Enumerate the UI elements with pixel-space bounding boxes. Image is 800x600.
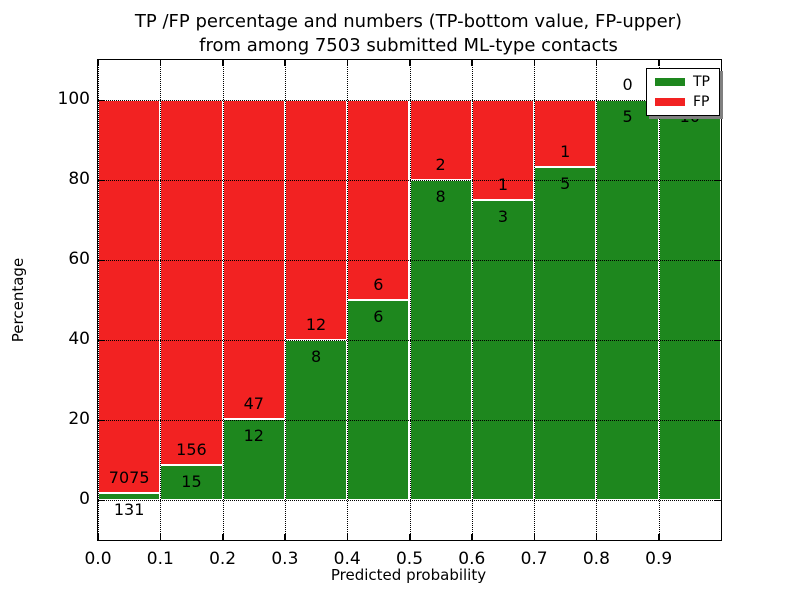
y-axis-label: Percentage bbox=[9, 257, 27, 343]
x-tick-label: 0.0 bbox=[84, 549, 112, 569]
x-tick-label: 0.1 bbox=[146, 549, 174, 569]
x-tick-mark bbox=[595, 534, 598, 540]
x-axis-label: Predicted probability bbox=[330, 566, 487, 584]
y-tick-mark bbox=[715, 339, 721, 341]
bar-tp-segment bbox=[98, 492, 161, 500]
chart-title-line1: TP /FP percentage and numbers (TP-bottom… bbox=[134, 11, 683, 32]
y-tick-mark bbox=[98, 179, 104, 181]
x-tick-mark bbox=[471, 534, 473, 540]
x-tick-mark bbox=[222, 60, 224, 66]
x-tick-mark bbox=[97, 534, 99, 540]
x-tick-label: 0.5 bbox=[395, 549, 424, 569]
y-tick-mark bbox=[715, 179, 721, 181]
x-gridline bbox=[658, 60, 660, 540]
x-gridline bbox=[596, 60, 598, 540]
x-tick-mark bbox=[409, 60, 411, 66]
y-tick-mark bbox=[98, 499, 104, 501]
bar-tp-segment bbox=[658, 100, 721, 500]
bar-fp-segment bbox=[471, 100, 535, 200]
chart-title: TP /FP percentage and numbers (TP-bottom… bbox=[97, 10, 720, 59]
x-tick-label: 0.9 bbox=[645, 549, 673, 569]
x-gridline bbox=[222, 60, 224, 540]
x-tick-mark bbox=[346, 60, 349, 66]
bar-tp-segment bbox=[347, 300, 410, 500]
y-tick-mark bbox=[715, 499, 721, 501]
bar-tp-segment bbox=[471, 200, 535, 500]
x-tick-label: 0.7 bbox=[520, 549, 548, 569]
y-tick-label: 100 bbox=[57, 89, 90, 109]
x-gridline bbox=[534, 60, 536, 540]
x-tick-mark bbox=[97, 60, 99, 66]
bar-fp-segment bbox=[160, 100, 223, 465]
x-tick-label: 0.6 bbox=[458, 549, 486, 569]
legend-swatch-fp bbox=[655, 98, 685, 106]
y-tick-mark bbox=[715, 419, 721, 421]
legend-label: FP bbox=[693, 94, 710, 110]
y-tick-label: 20 bbox=[68, 409, 90, 429]
y-tick-label: 60 bbox=[68, 249, 90, 269]
y-tick-mark bbox=[98, 339, 104, 341]
x-tick-mark bbox=[284, 534, 286, 540]
y-tick-mark bbox=[715, 259, 721, 261]
y-tick-label: 0 bbox=[79, 489, 90, 509]
x-tick-mark bbox=[159, 534, 162, 540]
legend-item: TP bbox=[655, 75, 710, 89]
x-tick-mark bbox=[409, 534, 411, 540]
y-tick-mark bbox=[98, 259, 104, 261]
bar-tp-segment bbox=[534, 166, 597, 500]
x-gridline bbox=[284, 60, 286, 540]
chart-title-line2: from among 7503 submitted ML-type contac… bbox=[199, 35, 618, 57]
x-tick-label: 0.3 bbox=[271, 549, 299, 569]
x-tick-label: 0.8 bbox=[582, 549, 610, 569]
bar-tp-segment bbox=[222, 418, 285, 500]
x-tick-mark bbox=[471, 60, 473, 66]
legend: TP FP bbox=[646, 68, 720, 116]
x-tick-mark bbox=[533, 534, 536, 540]
legend-swatch-tp bbox=[655, 78, 685, 86]
tp-count-label: 131 bbox=[113, 500, 145, 519]
bar-tp-segment bbox=[160, 464, 223, 500]
bar-fp-segment bbox=[98, 100, 161, 493]
plot-area: 7075 131 156 15 47 12 12 8 6 6 2 8 1 3 1 5 0 5 10 0 20 40 60 80… bbox=[58, 59, 722, 569]
x-tick-mark bbox=[533, 60, 536, 66]
x-gridline bbox=[98, 60, 99, 540]
x-tick-label: 0.2 bbox=[209, 549, 237, 569]
x-gridline bbox=[471, 60, 473, 540]
y-tick-mark bbox=[98, 419, 104, 421]
x-tick-label: 0.4 bbox=[333, 549, 361, 569]
bar-fp-segment bbox=[284, 100, 348, 340]
x-tick-mark bbox=[159, 60, 162, 66]
bar-tp-segment bbox=[596, 100, 659, 500]
bar-fp-segment bbox=[347, 100, 410, 300]
legend-label: TP bbox=[693, 74, 710, 90]
x-gridline bbox=[409, 60, 411, 540]
x-tick-mark bbox=[595, 60, 598, 66]
x-tick-mark bbox=[658, 60, 660, 66]
y-tick-mark bbox=[98, 99, 104, 101]
x-tick-mark bbox=[222, 534, 224, 540]
y-tick-label: 40 bbox=[68, 329, 90, 349]
y-tick-label: 80 bbox=[68, 169, 90, 189]
bar-fp-segment bbox=[409, 100, 472, 180]
legend-item: FP bbox=[655, 95, 710, 109]
x-tick-mark bbox=[346, 534, 349, 540]
x-tick-mark bbox=[658, 534, 660, 540]
x-tick-mark bbox=[284, 60, 286, 66]
x-gridline bbox=[160, 60, 162, 540]
x-gridline bbox=[347, 60, 349, 540]
bar-fp-segment bbox=[534, 100, 597, 167]
